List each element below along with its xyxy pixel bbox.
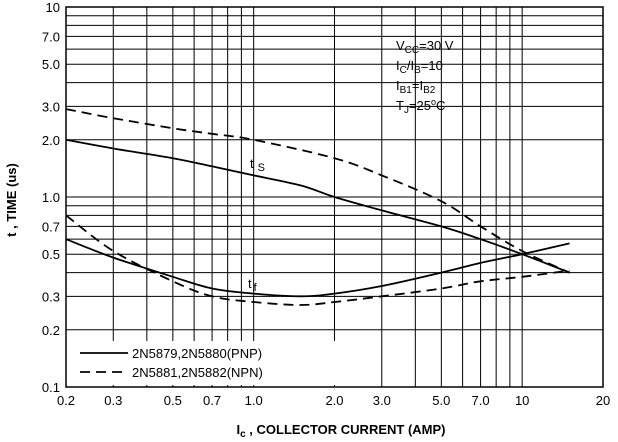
curves bbox=[65, 108, 570, 306]
curve-tf-npn bbox=[65, 214, 570, 306]
y-tick-label: 1.0 bbox=[42, 190, 60, 205]
x-tick-label: 20 bbox=[596, 393, 610, 408]
test-conditions: VCC=30 V IC/IB=10 IB1=IB2 TJ=25oC bbox=[396, 38, 454, 116]
curve-ts-npn bbox=[65, 108, 570, 274]
plot-frame bbox=[65, 6, 604, 388]
y-tick-label: 0.5 bbox=[42, 247, 60, 262]
condition-ib1-ib2: IB1=IB2 bbox=[396, 78, 436, 96]
x-tick-label: 2.0 bbox=[325, 393, 343, 408]
condition-vcc: VCC=30 V bbox=[396, 38, 454, 56]
y-tick-label: 3.0 bbox=[42, 99, 60, 114]
x-tick-label: 0.7 bbox=[203, 393, 221, 408]
y-tick-label: 10 bbox=[46, 0, 60, 15]
x-tick-label: 7.0 bbox=[472, 393, 490, 408]
condition-tj: TJ=25oC bbox=[396, 97, 445, 116]
x-tick-label: 5.0 bbox=[432, 393, 450, 408]
legend-box bbox=[72, 341, 344, 385]
legend: 2N5879,2N5880(PNP) 2N5881,2N5882(NPN) bbox=[72, 341, 344, 385]
y-tick-label: 0.3 bbox=[42, 289, 60, 304]
y-tick-label: 7.0 bbox=[42, 29, 60, 44]
x-tick-label: 0.2 bbox=[57, 393, 75, 408]
legend-label-pnp: 2N5879,2N5880(PNP) bbox=[132, 346, 262, 361]
y-tick-label: 5.0 bbox=[42, 57, 60, 72]
condition-ic-ib: IC/IB=10 bbox=[396, 58, 443, 76]
legend-label-npn: 2N5881,2N5882(NPN) bbox=[132, 365, 263, 380]
y-tick-label: 2.0 bbox=[42, 133, 60, 148]
x-tick-label: 10 bbox=[515, 393, 529, 408]
curve-tf-pnp bbox=[65, 238, 570, 298]
y-tick-label: 0.2 bbox=[42, 323, 60, 338]
x-tick-label: 1.0 bbox=[245, 393, 263, 408]
x-tick-label: 0.5 bbox=[164, 393, 182, 408]
grid-layer bbox=[65, 6, 604, 388]
x-axis-label: Ic , COLLECTOR CURRENT (AMP) bbox=[237, 422, 446, 440]
tick-labels: 0.2 0.3 0.5 0.7 1.0 2.0 3.0 5.0 7.0 10 200.10.20.3… bbox=[42, 0, 610, 408]
x-tick-label: 3.0 bbox=[373, 393, 391, 408]
y-tick-label: 0.7 bbox=[42, 219, 60, 234]
curve-ts-pnp bbox=[65, 138, 570, 274]
y-tick-label: 0.1 bbox=[42, 380, 60, 395]
y-axis-label: t , TIME (us) bbox=[4, 163, 19, 237]
x-tick-label: 0.3 bbox=[104, 393, 122, 408]
